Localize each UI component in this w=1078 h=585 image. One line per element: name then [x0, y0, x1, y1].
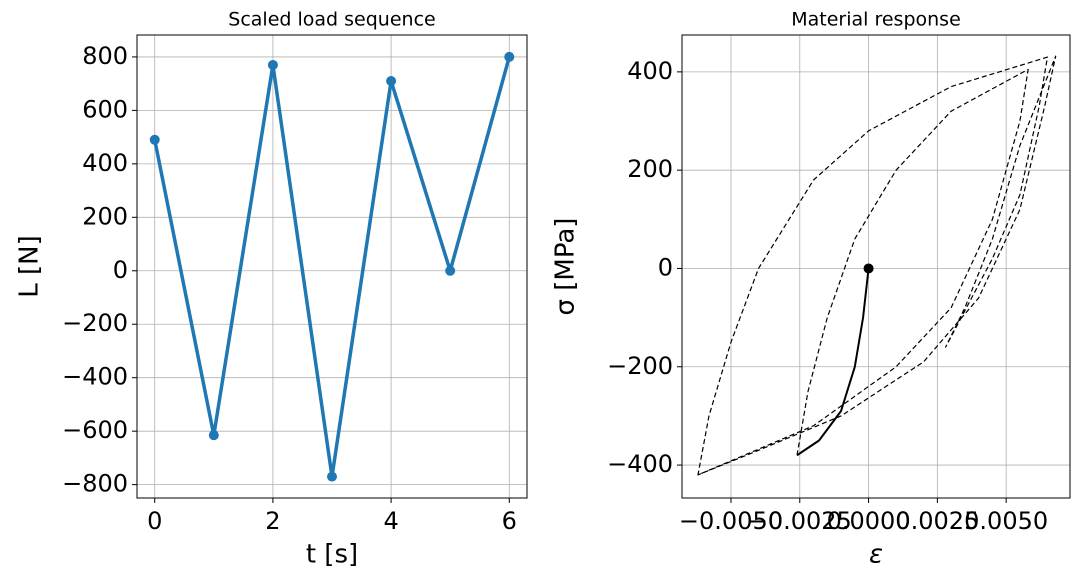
y-tick-label: 600: [82, 95, 128, 123]
data-point: [386, 75, 397, 86]
y-tick-label: 0: [658, 253, 673, 281]
x-tick-label: 0: [147, 507, 162, 535]
data-line: [796, 268, 870, 457]
y-tick-label: −600: [62, 416, 128, 444]
y-tick-label: 400: [627, 57, 673, 85]
plot-frame: [681, 34, 1071, 499]
data-point: [327, 471, 337, 482]
y-tick-label: 0: [113, 256, 128, 284]
x-tick-label: −0.0025: [748, 507, 852, 535]
y-tick-label: −400: [607, 450, 673, 478]
data-line: [153, 56, 511, 479]
x-tick-label: 6: [502, 507, 517, 535]
chart-title: Material response: [791, 9, 961, 31]
y-tick-label: 200: [627, 155, 673, 183]
x-tick-label: 4: [383, 507, 398, 535]
data-point: [445, 265, 456, 276]
y-tick-label: −200: [62, 309, 128, 337]
y-tick-label: −200: [607, 352, 673, 380]
y-axis-label: σ [MPa]: [551, 218, 581, 316]
y-tick-label: 200: [82, 202, 128, 230]
y-tick-label: −800: [62, 470, 128, 498]
y-axis-label: L [N]: [15, 235, 45, 298]
y-tick-label: 800: [82, 42, 128, 70]
y-tick-label: 400: [82, 149, 128, 177]
x-tick-label: 0.0050: [964, 507, 1048, 535]
chart-title: Scaled load sequence: [228, 9, 435, 31]
x-axis-label: t [s]: [306, 540, 358, 570]
data-point: [863, 263, 874, 274]
plot-frame: [136, 34, 528, 499]
x-tick-label: −0.0050: [679, 507, 783, 535]
data-point: [149, 134, 160, 145]
x-tick-label: 0.0025: [895, 507, 979, 535]
x-tick-label: 0.0000: [827, 507, 911, 535]
data-point: [504, 51, 515, 62]
x-tick-label: 2: [265, 507, 280, 535]
data-line: [697, 55, 1057, 476]
y-tick-label: −400: [62, 363, 128, 391]
x-axis-label: ε: [869, 540, 883, 570]
data-point: [208, 430, 219, 441]
data-point: [267, 59, 278, 70]
